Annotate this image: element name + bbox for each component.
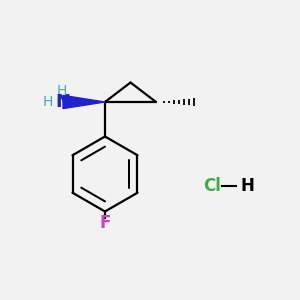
Text: H: H	[43, 95, 53, 109]
Text: H: H	[240, 177, 254, 195]
Text: H: H	[56, 84, 67, 98]
Text: N: N	[56, 93, 70, 111]
Text: Cl: Cl	[202, 177, 220, 195]
Polygon shape	[63, 95, 105, 109]
Text: F: F	[99, 214, 111, 232]
